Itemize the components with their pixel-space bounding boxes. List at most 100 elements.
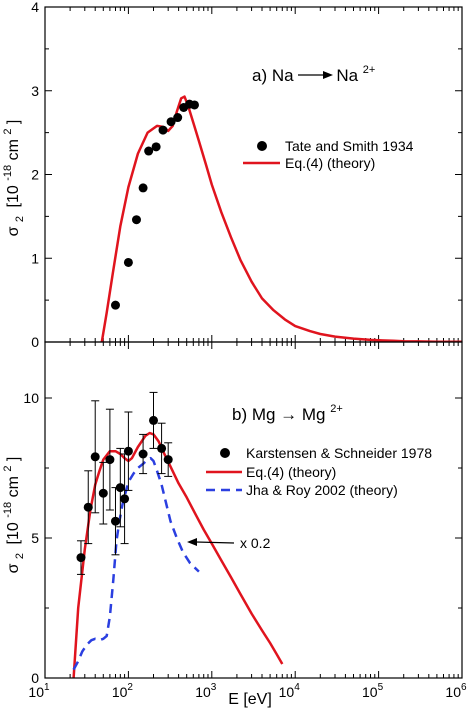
- panel-a-series-eq4-line: [100, 95, 462, 342]
- panel-a-annotation-sup: 2+: [363, 64, 376, 76]
- x-axis-label: E [eV]: [228, 691, 272, 708]
- panel-b-y-tick-label: 5: [31, 530, 39, 546]
- x-tick-label-base: 10: [445, 684, 461, 700]
- panel-b-data-point: [157, 443, 167, 453]
- panel-a-data-point: [166, 117, 176, 127]
- panel-a-y-tick-label: 1: [31, 250, 39, 266]
- panel-a-data-point: [151, 142, 161, 152]
- panel-a-legend: Tate and Smith 1934 Eq.(4) (theory): [243, 138, 414, 171]
- x-tick-label-base: 10: [195, 684, 211, 700]
- x-tick-label-exp: 1: [44, 682, 50, 693]
- panel-b-y-axis-label: σ 2 [10 -18 cm 2 ]: [0, 457, 27, 574]
- panel-b-frame: [44, 341, 463, 679]
- panel-a-annotation-target: Na: [336, 66, 358, 85]
- x-tick-label-base: 10: [362, 684, 378, 700]
- panel-b-scale-note: x 0.2: [240, 535, 271, 551]
- panel-a-y-label-main: σ: [5, 226, 22, 236]
- panel-b-y-label-close: ]: [5, 457, 22, 461]
- panel-a-y-label-exp: -18: [2, 165, 14, 181]
- x-tick-label-base: 10: [28, 684, 44, 700]
- panel-b-data-point: [83, 502, 93, 512]
- panel-b-data-point: [98, 488, 108, 498]
- panel-b-y-label-unit: cm: [5, 476, 22, 497]
- panel-a-data-point: [131, 215, 141, 225]
- panel-b-y-label-bracket: [10: [5, 522, 22, 544]
- panel-b-annotation-prefix: b) Mg → Mg: [232, 405, 326, 424]
- panel-b-data-point: [149, 415, 159, 425]
- x-tick-label: 105: [362, 682, 384, 700]
- panel-b-y-label-main: σ: [5, 563, 22, 573]
- panel-a-y-label-sub: 2: [14, 216, 26, 222]
- panel-b-y-label-exp: -18: [2, 502, 14, 518]
- panel-a-data-point: [144, 146, 154, 156]
- x-tick-label: 104: [279, 682, 301, 700]
- panel-a-legend-marker-points: [257, 141, 267, 151]
- panel-b-y-tick-label: 0: [31, 670, 39, 686]
- panel-b-data-point: [110, 516, 120, 526]
- x-tick-label: 106: [445, 682, 467, 700]
- panel-a-y-tick-label: 4: [31, 0, 39, 15]
- panel-b-legend-label-eq4: Eq.(4) (theory): [246, 464, 336, 480]
- panel-b-data-point: [90, 452, 100, 462]
- panel-a-y-label-unit-sup: 2: [2, 129, 14, 135]
- panel-a-annotation-arrow-icon: [298, 71, 333, 79]
- x-tick-label-exp: 5: [378, 682, 384, 693]
- panel-b-y-tick-label: 10: [23, 390, 39, 406]
- panel-b-series-jha-roy-line: [72, 456, 200, 671]
- panel-a-data-point: [123, 257, 133, 267]
- x-tick-label-base: 10: [112, 684, 128, 700]
- arrow-shaft: [195, 541, 235, 544]
- panel-b-data-point: [138, 449, 148, 459]
- panel-a-ticks: 0 1 2 3 4: [31, 0, 463, 350]
- panel-b-annotation-sup: 2+: [330, 403, 343, 415]
- arrow-head: [187, 538, 197, 546]
- panel-a-y-axis-label: σ 2 [10 -18 cm 2 ]: [0, 120, 27, 237]
- panel-b-legend-marker-points: [220, 448, 230, 458]
- x-tick-label-exp: 2: [127, 682, 133, 693]
- panel-a-legend-label-tate-smith: Tate and Smith 1934: [285, 138, 414, 154]
- panel-a-data-point: [158, 125, 168, 135]
- panel-b-data-point: [76, 553, 86, 563]
- panel-a-data-point: [110, 300, 120, 310]
- panel-a-annotation: a) Na Na 2+: [252, 64, 375, 85]
- panel-b-data-point: [123, 446, 133, 456]
- panel-b-data-point: [115, 483, 125, 493]
- panel-a-lines: [100, 95, 462, 342]
- panel-b-data-point: [105, 455, 115, 465]
- panel-a-data-point: [173, 113, 183, 123]
- x-tick-label: 103: [195, 682, 217, 700]
- panel-a-frame: [44, 6, 463, 343]
- panel-b-scale-note-arrow-icon: [187, 538, 235, 546]
- panel-a-y-label-bracket: [10: [5, 185, 22, 207]
- panel-b-annotation: b) Mg → Mg 2+: [232, 403, 343, 424]
- panel-b-data-point: [120, 494, 130, 504]
- panel-a: 0 1 2 3 4 a) Na Na 2+ Tate and Smith 1934 Eq…: [0, 0, 463, 350]
- panel-a-data-point: [189, 100, 199, 110]
- x-tick-label-base: 10: [279, 684, 295, 700]
- x-tick-label: 102: [112, 682, 134, 700]
- panel-a-y-tick-label: 3: [31, 83, 39, 99]
- x-tick-label-exp: 6: [461, 682, 467, 693]
- panel-a-y-label-unit: cm: [5, 139, 22, 160]
- panel-b-legend: Karstensen & Schneider 1978 Eq.(4) (theo…: [206, 445, 432, 498]
- panel-a-y-tick-label: 0: [31, 334, 39, 350]
- panel-a-legend-label-eq4: Eq.(4) (theory): [285, 155, 375, 171]
- panel-b-data-point: [163, 455, 173, 465]
- panel-a-y-label-close: ]: [5, 120, 22, 124]
- panel-b-legend-label-jha-roy: Jha & Roy 2002 (theory): [246, 482, 398, 498]
- panel-b-y-label-unit-sup: 2: [2, 466, 14, 472]
- x-tick-label-exp: 3: [211, 682, 217, 693]
- panel-b-legend-label-karstensen: Karstensen & Schneider 1978: [246, 445, 432, 461]
- panel-b-series: [72, 391, 284, 678]
- panel-b-y-label-sub: 2: [14, 553, 26, 559]
- panel-a-data-point: [138, 183, 148, 193]
- arrow-head: [323, 71, 333, 79]
- x-tick-label: 101: [28, 682, 50, 700]
- panel-a-annotation-prefix: a) Na: [252, 66, 294, 85]
- x-tick-label-exp: 4: [294, 682, 300, 693]
- panel-a-y-tick-label: 2: [31, 167, 39, 183]
- panel-a-series: [100, 95, 462, 342]
